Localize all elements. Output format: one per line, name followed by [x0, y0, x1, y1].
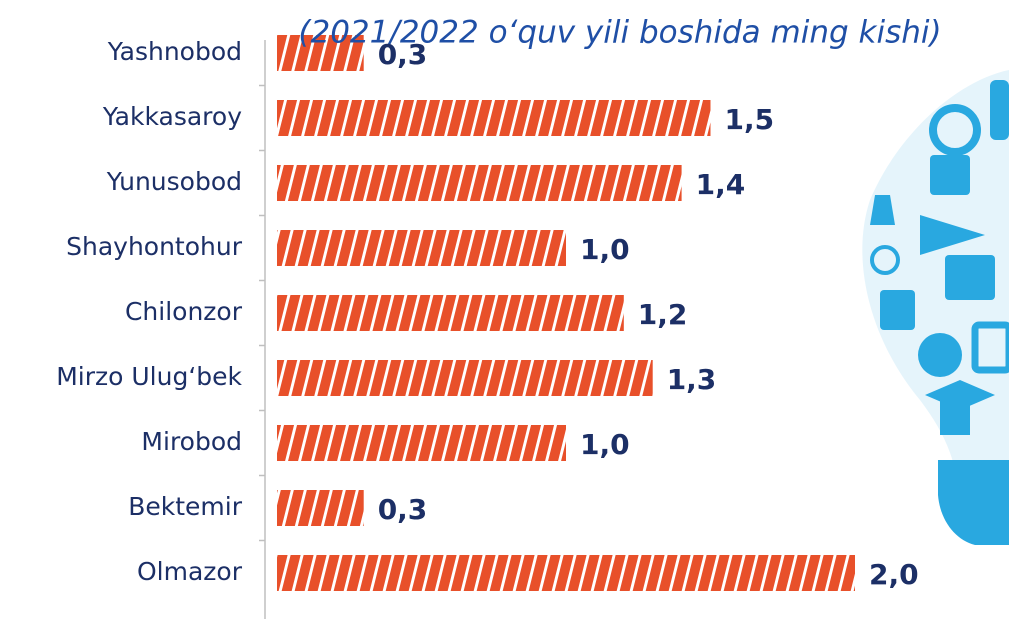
bar: [277, 295, 624, 331]
bar: [277, 490, 364, 526]
category-label: Mirobod: [141, 427, 242, 456]
category-label: Yunusobod: [106, 167, 242, 196]
value-label: 0,3: [378, 493, 428, 526]
value-label: 1,2: [638, 298, 688, 331]
bar: [277, 230, 566, 266]
value-label: 2,0: [869, 558, 919, 591]
value-label: 0,3: [378, 38, 428, 71]
category-label: Chilonzor: [125, 297, 243, 326]
value-label: 1,3: [667, 363, 717, 396]
category-label: Shayhontohur: [66, 232, 243, 261]
category-label: Yashnobod: [107, 37, 242, 66]
chart: Yashnobod Yakkasaroy Yunusobod Shayhontohur…: [0, 0, 1009, 619]
bar: [277, 425, 566, 461]
bar: [277, 165, 682, 201]
value-label: 1,0: [580, 428, 630, 461]
value-label: 1,4: [696, 168, 746, 201]
value-label: 1,5: [725, 103, 775, 136]
bar: [277, 360, 653, 396]
category-label: Bektemir: [128, 492, 242, 521]
value-label: 1,0: [580, 233, 630, 266]
bar: [277, 100, 711, 136]
category-label: Yakkasaroy: [102, 102, 242, 131]
category-label: Mirzo Ulug‘bek: [56, 362, 242, 391]
category-label: Olmazor: [137, 557, 243, 586]
decoration: [862, 70, 1009, 545]
bar: [277, 555, 855, 591]
